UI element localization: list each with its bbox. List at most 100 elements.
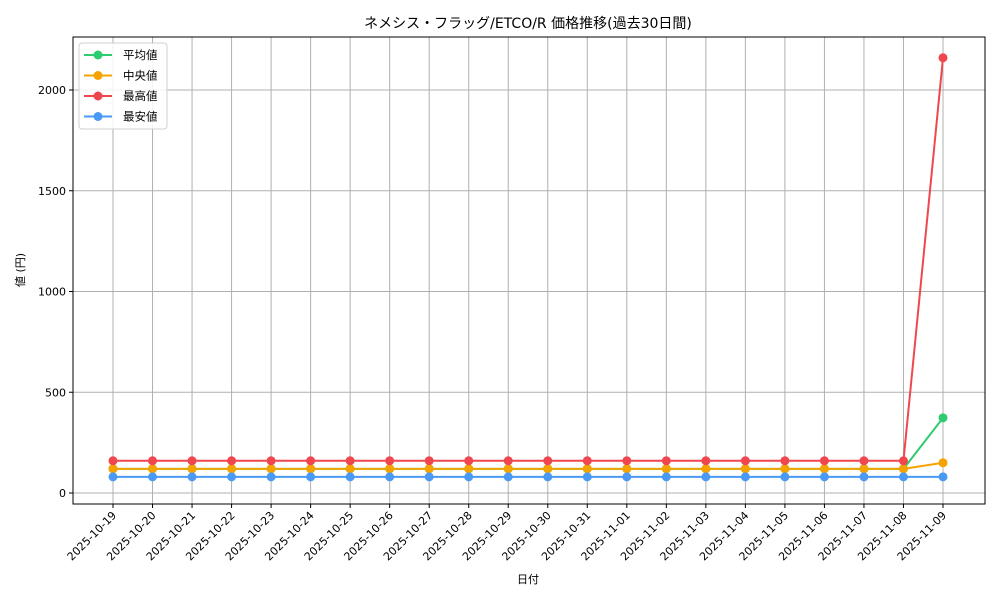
data-point-marker: [345, 456, 355, 466]
legend-item: 最高値: [84, 89, 158, 103]
data-point-marker: [859, 472, 869, 482]
legend-marker-icon: [93, 112, 103, 121]
plot-frame: [72, 36, 986, 505]
y-tick-label: 1000: [38, 286, 66, 299]
data-point-marker: [543, 456, 553, 466]
y-axis-label: 値 (円): [14, 253, 27, 287]
legend-item: 中央値: [84, 69, 158, 83]
legend-label: 平均値: [123, 48, 158, 62]
data-point-marker: [108, 472, 118, 482]
data-point-marker: [701, 472, 711, 482]
data-point-marker: [938, 53, 948, 63]
data-point-marker: [266, 472, 276, 482]
data-point-marker: [898, 464, 908, 474]
legend-label: 最高値: [123, 89, 158, 103]
data-point-marker: [464, 464, 474, 474]
x-axis-label: 日付: [517, 573, 539, 586]
data-point-marker: [780, 456, 790, 466]
grid-lines: [73, 37, 985, 504]
data-point-marker: [543, 464, 553, 474]
data-point-marker: [148, 456, 158, 466]
data-point-marker: [661, 472, 671, 482]
data-point-marker: [503, 456, 513, 466]
data-point-marker: [740, 472, 750, 482]
data-point-marker: [424, 456, 434, 466]
data-point-marker: [859, 464, 869, 474]
data-point-marker: [227, 472, 237, 482]
data-point-marker: [898, 456, 908, 466]
data-point-marker: [938, 458, 948, 468]
data-point-marker: [345, 472, 355, 482]
data-point-marker: [938, 472, 948, 482]
legend-marker-icon: [93, 91, 103, 101]
data-point-marker: [503, 472, 513, 482]
data-point-marker: [859, 456, 869, 466]
legend-box: [78, 42, 168, 130]
data-point-marker: [306, 456, 316, 466]
data-point-marker: [464, 472, 474, 482]
data-point-marker: [543, 472, 553, 482]
legend-label: 中央値: [123, 69, 158, 83]
data-point-marker: [819, 464, 829, 474]
data-point-marker: [622, 456, 632, 466]
data-point-marker: [780, 472, 790, 482]
legend-item: 平均値: [84, 48, 158, 62]
data-point-marker: [464, 456, 474, 466]
data-point-marker: [898, 472, 908, 482]
data-point-marker: [740, 464, 750, 474]
data-point-marker: [582, 472, 592, 482]
data-point-marker: [661, 464, 671, 474]
data-point-marker: [148, 464, 158, 474]
chart-title: ネメシス・フラッグ/ETCO/R 価格推移(過去30日間): [364, 16, 692, 32]
data-point-marker: [385, 464, 395, 474]
y-tick-label: 0: [59, 487, 66, 500]
legend-item: 最安値: [84, 110, 158, 124]
data-point-marker: [227, 456, 237, 466]
data-point-marker: [780, 464, 790, 474]
data-point-marker: [701, 456, 711, 466]
data-point-marker: [306, 472, 316, 482]
data-point-marker: [187, 456, 197, 466]
data-point-marker: [622, 472, 632, 482]
series-2: [108, 53, 948, 466]
legend-marker-icon: [93, 50, 103, 60]
x-axis-ticks: 2025-10-192025-10-202025-10-212025-10-22…: [65, 504, 949, 563]
data-point-marker: [622, 464, 632, 474]
data-point-marker: [266, 464, 276, 474]
series-line: [113, 461, 944, 470]
data-point-marker: [227, 464, 237, 474]
data-point-marker: [503, 464, 513, 474]
series-line: [113, 57, 944, 462]
series-0: [108, 413, 948, 474]
data-point-marker: [740, 456, 750, 466]
data-point-marker: [582, 456, 592, 466]
data-point-marker: [306, 464, 316, 474]
data-point-marker: [385, 472, 395, 482]
data-point-marker: [187, 464, 197, 474]
data-point-marker: [108, 464, 118, 474]
data-point-marker: [385, 456, 395, 466]
series-1: [108, 458, 948, 474]
data-point-marker: [938, 413, 948, 423]
y-tick-label: 2000: [38, 84, 66, 97]
y-tick-label: 500: [45, 386, 66, 399]
data-point-marker: [661, 456, 671, 466]
legend-label: 最安値: [123, 110, 158, 124]
y-axis-ticks: 0 500 1000 1500 2000: [38, 84, 73, 500]
series-3: [108, 472, 948, 482]
data-point-marker: [187, 472, 197, 482]
data-point-marker: [819, 472, 829, 482]
y-tick-label: 1500: [38, 185, 66, 198]
data-point-marker: [819, 456, 829, 466]
legend-marker-icon: [93, 71, 103, 80]
data-point-marker: [582, 464, 592, 474]
data-point-marker: [701, 464, 711, 474]
data-point-marker: [108, 456, 118, 466]
data-point-marker: [148, 472, 158, 482]
data-point-marker: [424, 472, 434, 482]
series-layer: [108, 53, 948, 482]
data-point-marker: [266, 456, 276, 466]
data-point-marker: [424, 464, 434, 474]
